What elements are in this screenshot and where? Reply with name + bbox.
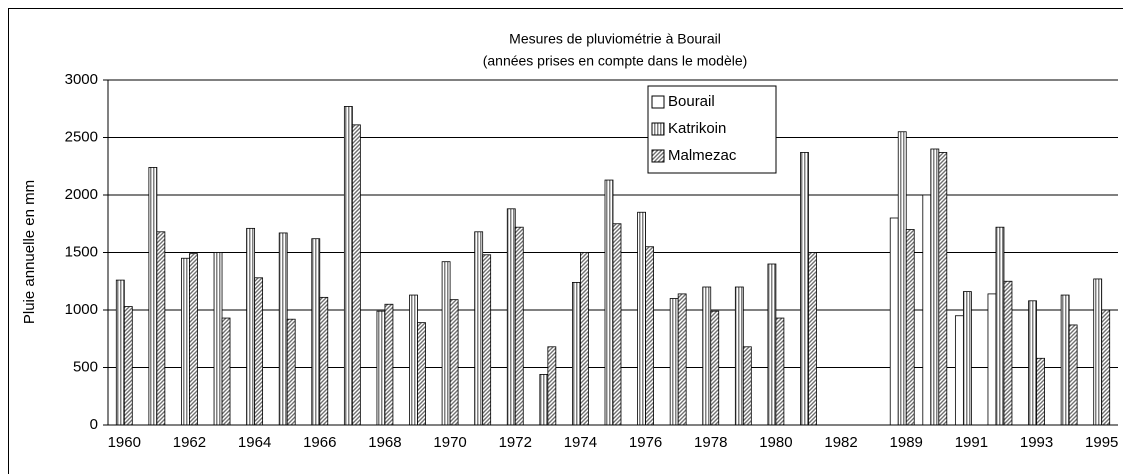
bar bbox=[580, 252, 589, 426]
bar bbox=[922, 194, 932, 426]
bar bbox=[123, 306, 133, 426]
legend-swatch bbox=[651, 149, 665, 163]
legend-swatch bbox=[651, 95, 665, 109]
bar bbox=[343, 106, 353, 426]
x-tick-label: 1978 bbox=[694, 434, 727, 451]
bar bbox=[612, 223, 622, 426]
bar bbox=[572, 281, 581, 426]
bar bbox=[449, 299, 459, 426]
bar bbox=[1028, 300, 1037, 426]
bar bbox=[376, 310, 386, 426]
x-tick-label: 1960 bbox=[108, 434, 141, 451]
bar bbox=[254, 277, 264, 426]
x-tick-label: 1970 bbox=[433, 434, 466, 451]
bar bbox=[409, 294, 418, 426]
x-tick-label: 1962 bbox=[173, 434, 206, 451]
bar bbox=[148, 166, 158, 426]
bar bbox=[734, 286, 744, 426]
bar bbox=[221, 317, 231, 426]
chart-title: Mesures de pluviométrie à Bourail bbox=[509, 31, 721, 47]
bar bbox=[995, 226, 1005, 426]
legend-swatch bbox=[651, 122, 665, 136]
bar bbox=[905, 229, 915, 426]
bar bbox=[677, 293, 687, 426]
bar bbox=[213, 252, 223, 426]
bar bbox=[962, 291, 972, 426]
x-tick-label: 1989 bbox=[890, 434, 923, 451]
bar bbox=[954, 315, 964, 426]
bar bbox=[710, 310, 720, 426]
legend-label: Malmezac bbox=[668, 147, 737, 164]
bar bbox=[311, 238, 321, 426]
bar bbox=[506, 208, 516, 426]
bar bbox=[645, 246, 654, 426]
y-tick-label: 2500 bbox=[65, 128, 98, 145]
x-tick-label: 1974 bbox=[564, 434, 597, 451]
y-tick-label: 3000 bbox=[65, 71, 98, 88]
bar bbox=[278, 232, 288, 426]
bar bbox=[115, 279, 125, 426]
bar bbox=[351, 124, 361, 426]
bar bbox=[474, 231, 484, 426]
bar bbox=[417, 322, 426, 426]
bar bbox=[637, 211, 646, 426]
bar bbox=[189, 253, 198, 426]
chart-frame bbox=[8, 8, 1123, 474]
bar bbox=[930, 148, 940, 426]
x-tick-label: 1964 bbox=[238, 434, 271, 451]
bar bbox=[384, 303, 394, 426]
bar bbox=[482, 254, 492, 426]
bar bbox=[1101, 309, 1111, 426]
bar bbox=[775, 317, 785, 426]
bar bbox=[1003, 280, 1013, 426]
bar bbox=[156, 231, 166, 426]
x-tick-label: 1982 bbox=[824, 434, 857, 451]
y-tick-label: 1500 bbox=[65, 243, 98, 260]
bar bbox=[514, 226, 524, 426]
x-tick-label: 1980 bbox=[759, 434, 792, 451]
bar bbox=[246, 227, 256, 426]
bar bbox=[539, 373, 549, 426]
x-tick-label: 1966 bbox=[303, 434, 336, 451]
x-tick-label: 1991 bbox=[955, 434, 988, 451]
bar bbox=[987, 293, 997, 426]
bar bbox=[604, 179, 614, 426]
bar bbox=[669, 298, 679, 426]
x-tick-label: 1993 bbox=[1020, 434, 1053, 451]
bar bbox=[742, 346, 752, 426]
legend-label: Bourail bbox=[668, 93, 715, 110]
bar bbox=[1068, 324, 1078, 426]
bar bbox=[319, 296, 329, 426]
x-tick-label: 1976 bbox=[629, 434, 662, 451]
legend-label: Katrikoin bbox=[668, 120, 726, 137]
y-tick-label: 0 bbox=[90, 416, 98, 433]
bar bbox=[547, 346, 557, 426]
bar bbox=[808, 252, 817, 426]
bar bbox=[897, 131, 907, 426]
bar bbox=[1060, 294, 1070, 426]
legend-box bbox=[647, 85, 777, 174]
bar bbox=[1036, 357, 1045, 426]
bar bbox=[441, 261, 451, 426]
x-tick-label: 1972 bbox=[499, 434, 532, 451]
bar bbox=[181, 257, 190, 426]
bar bbox=[767, 263, 777, 426]
bar bbox=[800, 152, 809, 426]
y-tick-label: 2000 bbox=[65, 186, 98, 203]
x-tick-label: 1995 bbox=[1085, 434, 1118, 451]
y-tick-label: 1000 bbox=[65, 301, 98, 318]
bar bbox=[702, 286, 712, 426]
y-axis-label: Pluie annuelle en mm bbox=[21, 180, 38, 324]
bar bbox=[286, 318, 296, 426]
bar bbox=[889, 217, 899, 426]
bar bbox=[1093, 278, 1103, 426]
y-tick-label: 500 bbox=[73, 358, 98, 375]
bar bbox=[938, 152, 948, 426]
chart-subtitle: (années prises en compte dans le modèle) bbox=[483, 53, 748, 69]
x-tick-label: 1968 bbox=[368, 434, 401, 451]
